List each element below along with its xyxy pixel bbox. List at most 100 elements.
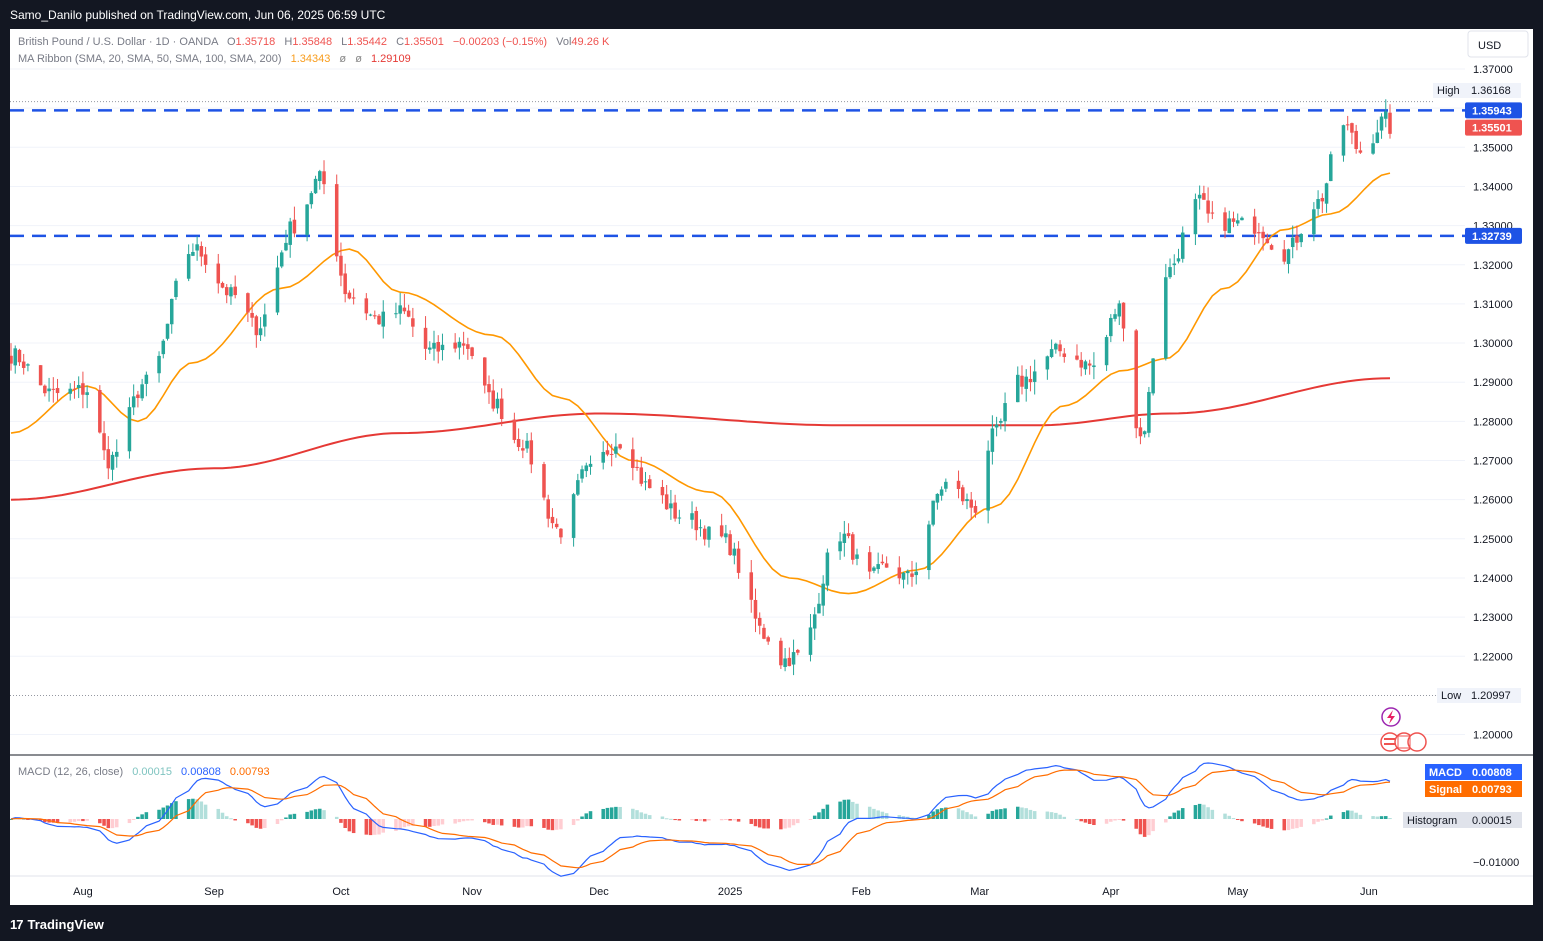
histogram-bar: [334, 816, 339, 819]
candle-body: [1384, 111, 1388, 119]
histogram-bar: [846, 799, 851, 819]
histogram-bar: [525, 819, 529, 827]
histogram-bar: [927, 814, 931, 819]
candle-body: [76, 385, 81, 389]
signal-line: [10, 769, 1391, 869]
candle-body: [698, 527, 703, 529]
histogram-bar: [1020, 807, 1024, 819]
tradingview-logo[interactable]: 17 TradingView: [10, 917, 104, 932]
price-badge-label: 1.35943: [1472, 105, 1512, 117]
histogram-bar: [1075, 818, 1079, 820]
histogram-bar: [343, 819, 347, 829]
histogram-bar: [21, 818, 26, 820]
macd-legend[interactable]: MACD (12, 26, close) 0.00015 0.00808 0.0…: [18, 766, 270, 778]
histogram-bar: [1388, 818, 1392, 820]
histogram-bar: [1265, 819, 1270, 828]
histogram-bar: [1083, 819, 1088, 823]
candle-body: [250, 312, 254, 318]
histogram-bar: [102, 819, 106, 826]
candle-body: [161, 340, 166, 355]
histogram-bar: [98, 819, 102, 824]
candle-body: [263, 314, 267, 327]
candle-body: [618, 444, 622, 449]
histogram-bar: [114, 819, 119, 828]
macd-signal-value: 0.00793: [230, 766, 270, 778]
histogram-bar: [876, 810, 880, 819]
high-value: 1.35848: [292, 36, 332, 48]
macd-line: [10, 762, 1391, 877]
price-chart[interactable]: 1.370001.360001.350001.340001.330001.320…: [9, 29, 1533, 905]
histogram-bar: [550, 819, 555, 831]
candle-body: [1320, 197, 1325, 202]
candle-body: [1117, 303, 1122, 317]
candle-body: [1045, 356, 1050, 370]
candle-body: [1269, 245, 1274, 250]
candle-body: [559, 528, 563, 538]
time-tick-label: Dec: [589, 886, 609, 898]
low-value: 1.35442: [347, 36, 387, 48]
candle-body: [457, 341, 462, 348]
candle-body: [1290, 237, 1295, 248]
histogram-bar: [1176, 810, 1181, 819]
currency-button[interactable]: USD: [1467, 30, 1529, 58]
histogram-bar: [690, 819, 694, 821]
candle-body: [1083, 361, 1088, 370]
candle-body: [669, 503, 673, 509]
histogram-bar: [851, 801, 855, 819]
flash-icon[interactable]: [1381, 707, 1401, 727]
candle-body: [1354, 130, 1358, 150]
candle-body: [246, 293, 250, 313]
candle-body: [956, 480, 961, 489]
candle-body: [1210, 212, 1215, 214]
histogram-bar: [38, 819, 43, 821]
candle-body: [542, 464, 546, 498]
candle-body: [1252, 216, 1257, 234]
histogram-bar: [81, 819, 85, 822]
histogram-bar: [1062, 816, 1067, 819]
histogram-bar: [884, 813, 889, 819]
candle-body: [55, 388, 60, 394]
chart-panel[interactable]: 1.370001.360001.350001.340001.330001.320…: [9, 29, 1533, 905]
candle-body: [186, 254, 191, 279]
ma-ribbon-legend[interactable]: MA Ribbon (SMA, 20, SMA, 50, SMA, 100, S…: [18, 53, 411, 65]
candle-body: [906, 571, 910, 574]
flags-icon[interactable]: [1380, 732, 1427, 752]
price-tick-label: 1.30000: [1473, 338, 1513, 350]
candle-body: [753, 599, 758, 619]
high-value-label: 1.36168: [1471, 85, 1511, 97]
candle-body: [81, 383, 85, 395]
candle-body: [343, 273, 347, 295]
price-tick-label: 1.35000: [1473, 142, 1513, 154]
price-tick-label: 1.31000: [1473, 299, 1513, 311]
volume-value: 49.26 K: [571, 36, 610, 48]
histogram-bar: [351, 819, 356, 834]
close-value: 1.35501: [404, 36, 444, 48]
candle-body: [1299, 234, 1303, 243]
histogram-bar: [263, 819, 267, 829]
histogram-bar: [601, 808, 605, 819]
candle-body: [381, 311, 386, 327]
symbol-legend[interactable]: British Pound / U.S. Dollar · 1D · OANDA…: [18, 36, 610, 48]
candle-body: [140, 384, 144, 399]
histogram-bar: [313, 809, 318, 819]
histogram-bar: [377, 819, 381, 835]
candle-body: [487, 384, 491, 393]
candle-body: [614, 446, 618, 454]
histogram-bar: [487, 819, 491, 824]
histogram-bar: [783, 819, 787, 829]
histogram-bar: [1147, 819, 1151, 836]
time-tick-label: May: [1227, 886, 1248, 898]
candle-body: [1329, 154, 1333, 182]
candle-body: [1109, 317, 1113, 337]
candle-body: [779, 640, 783, 666]
histogram-bar: [749, 819, 754, 824]
candle-body: [1092, 365, 1096, 368]
histogram-bar: [1261, 819, 1265, 827]
candle-body: [512, 419, 517, 440]
candle-body: [719, 525, 724, 537]
ma200-value: 1.29109: [371, 53, 411, 65]
candle-body: [339, 255, 343, 276]
support-resistance-levels: [10, 109, 1465, 238]
histogram-bar: [461, 819, 466, 822]
candle-body: [808, 627, 813, 655]
